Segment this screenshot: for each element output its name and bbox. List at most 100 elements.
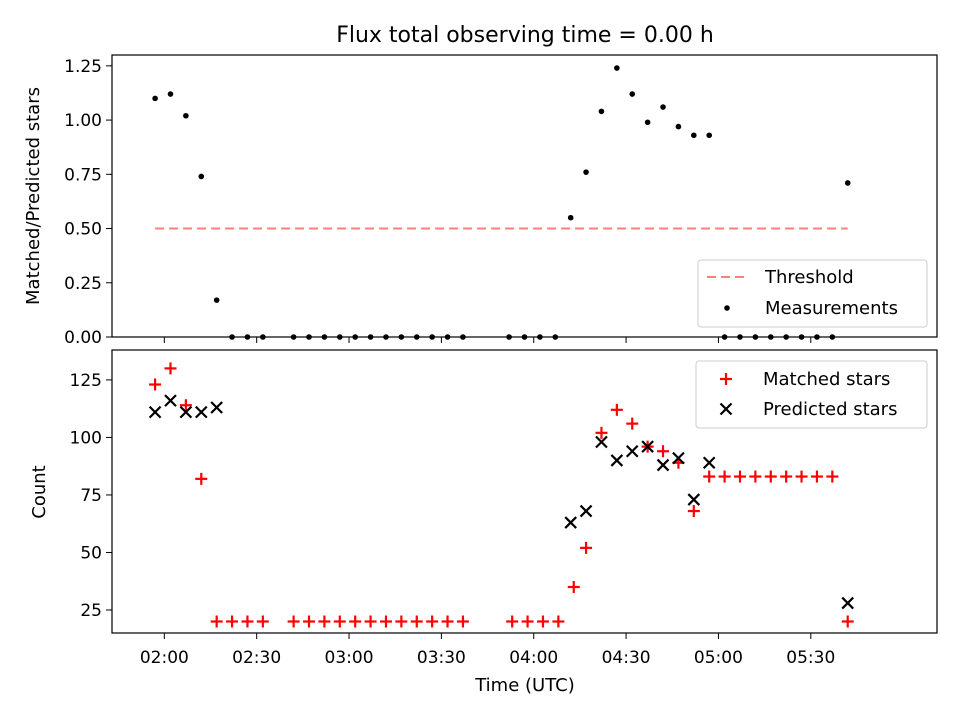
top-axes-frame [111, 54, 938, 338]
x-tick-label: 04:30 [602, 648, 651, 668]
predicted-star-point [687, 493, 701, 506]
x-tick-label: 05:30 [786, 648, 835, 668]
predicted-star-point [595, 435, 608, 449]
top-legend-box [697, 259, 928, 328]
measurement-point [614, 65, 620, 71]
measurement-point [691, 132, 697, 139]
matched-star-point [610, 403, 623, 416]
matched-star-point [333, 615, 346, 628]
matched-star-point [149, 378, 162, 391]
matched-star-point [256, 615, 269, 628]
x-tick-label: 05:00 [694, 648, 743, 668]
matched-star-point [826, 470, 839, 483]
top-panel: 0.00 0.25 0.50 0.75 1.00 1.25 Matched/Predict… [23, 54, 938, 348]
matched-star-point [552, 615, 565, 628]
legend-matched-label: Matched stars [763, 369, 890, 390]
bottom-y-axis-label: Count [29, 465, 50, 518]
predicted-star-point [656, 458, 670, 472]
measurement-point [567, 214, 574, 221]
predicted-star-point [164, 394, 177, 407]
measurement-point [660, 104, 666, 110]
predicted-star-point [179, 405, 193, 419]
predicted-star-point [672, 451, 685, 465]
matched-star-point [456, 615, 469, 628]
matched-star-point [364, 615, 377, 628]
predicted-star-point [148, 405, 162, 419]
x-tick-label: 04:00 [509, 648, 558, 668]
bottom-y-tick-label: 100 [70, 428, 102, 448]
measurement-point [213, 297, 220, 303]
matched-star-point [536, 615, 549, 628]
bottom-y-axis: 25 50 75 100 125 [70, 371, 112, 621]
measurement-point [167, 91, 174, 97]
matched-star-point [595, 426, 608, 439]
measurement-point [844, 180, 851, 186]
bottom-x-axis: 02:00 02:30 03:00 03:30 04:00 04:30 05:00 05:30 [140, 633, 835, 668]
top-y-axis: 0.00 0.25 0.50 0.75 1.00 1.25 [64, 57, 112, 348]
bottom-legend-box [695, 360, 928, 429]
top-y-tick-label: 1.25 [64, 57, 102, 77]
matched-star-point [780, 470, 793, 483]
matched-star-point [164, 362, 177, 375]
legend-predicted-marker [719, 402, 733, 416]
matched-star-point [349, 615, 362, 628]
x-tick-label: 03:00 [325, 648, 374, 668]
top-y-tick-label: 0.25 [64, 274, 102, 294]
matched-star-point [441, 615, 454, 628]
predicted-stars-points [148, 394, 855, 610]
top-legend: Threshold Measurements [697, 259, 928, 328]
bottom-legend: Matched stars Predicted stars [695, 360, 928, 429]
matched-star-point [506, 615, 519, 628]
matched-star-point [210, 615, 223, 628]
matched-star-point [303, 615, 316, 628]
bottom-y-tick-label: 125 [70, 371, 102, 391]
measurement-point [644, 119, 651, 126]
matched-star-point [521, 615, 534, 628]
matched-star-point [703, 470, 716, 483]
bottom-y-tick-label: 75 [80, 486, 102, 506]
legend-matched-marker [720, 373, 732, 385]
legend-predicted-swatch [719, 402, 733, 416]
bottom-y-tick-label: 50 [80, 543, 102, 563]
legend-matched-swatch [720, 373, 732, 385]
measurement-point [183, 112, 189, 119]
bottom-y-tick-label: 25 [80, 601, 102, 621]
predicted-star-point [579, 504, 593, 518]
matched-star-point [567, 580, 580, 593]
predicted-star-point [194, 405, 208, 419]
measurement-point [706, 132, 713, 139]
bottom-panel: 25 50 75 100 125 02:00 02:30 03:00 03:30 04:00 04… [29, 349, 938, 696]
legend-measurements-label: Measurements [765, 298, 898, 319]
matched-stars-points [149, 362, 854, 628]
top-y-tick-label: 0.50 [64, 220, 102, 240]
top-x-tick-marks [163, 337, 812, 343]
predicted-star-point [610, 454, 624, 467]
matched-star-point [318, 615, 331, 628]
measurement-point [629, 91, 636, 97]
measurement-point [198, 173, 205, 180]
matched-star-point [395, 615, 408, 628]
matched-star-point [426, 615, 439, 628]
measurement-point [675, 123, 682, 130]
predicted-star-point [641, 440, 654, 453]
measurement-point [598, 108, 605, 115]
matched-star-point [410, 615, 423, 628]
matched-star-point [687, 505, 700, 518]
top-y-tick-label: 0.00 [64, 328, 102, 348]
matched-star-point [841, 615, 854, 628]
matched-star-point [626, 417, 639, 430]
top-y-tick-label: 0.75 [64, 165, 102, 185]
matched-star-point [657, 445, 670, 458]
top-y-axis-label: Matched/Predicted stars [23, 87, 44, 305]
matched-star-point [733, 470, 746, 483]
matched-star-point [764, 470, 777, 483]
predicted-star-point [625, 444, 639, 458]
matched-star-point [195, 472, 208, 485]
x-tick-label: 03:30 [417, 648, 466, 668]
matched-star-point [287, 615, 300, 628]
predicted-star-point [702, 456, 716, 470]
legend-threshold-label: Threshold [764, 267, 854, 288]
x-axis-label: Time (UTC) [474, 675, 575, 696]
x-tick-label: 02:00 [140, 648, 189, 668]
